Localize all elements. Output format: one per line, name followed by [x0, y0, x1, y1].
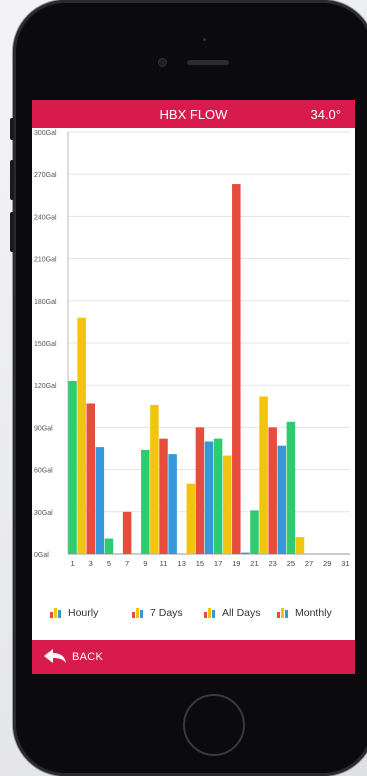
- x-tick-label: 7: [125, 559, 129, 568]
- app-footer: BACK: [32, 640, 355, 674]
- bar-day-11: [159, 438, 168, 554]
- bar-day-10: [150, 404, 159, 554]
- y-tick-label: 30Gal: [34, 510, 53, 517]
- home-button[interactable]: [183, 694, 245, 756]
- legend-label: Hourly: [68, 607, 99, 619]
- sensor-dot: [203, 38, 206, 41]
- bar-day-2: [77, 317, 86, 554]
- chart-legend: Hourly 7 Days All Days Monthly: [32, 607, 355, 623]
- bar-day-3: [86, 403, 95, 554]
- bar-day-4: [95, 447, 105, 554]
- bar-day-21: [250, 510, 259, 554]
- legend-label: Monthly: [295, 607, 332, 619]
- x-tick-label: 31: [341, 559, 349, 568]
- x-tick-label: 17: [214, 559, 222, 568]
- x-tick-label: 15: [196, 559, 204, 568]
- y-tick-label: 120Gal: [34, 383, 57, 390]
- bar-day-25: [286, 421, 296, 554]
- y-tick-label: 270Gal: [34, 172, 57, 179]
- x-tick-label: 1: [70, 559, 74, 568]
- bar-day-5: [104, 538, 114, 554]
- y-tick-label: 0Gal: [34, 552, 49, 559]
- volume-down-button: [10, 212, 14, 252]
- bar-day-18: [222, 455, 232, 554]
- x-tick-label: 11: [160, 559, 168, 568]
- bar-chart-icon: [132, 608, 146, 618]
- x-tick-label: 21: [250, 559, 258, 568]
- legend-label: 7 Days: [150, 607, 183, 619]
- bar-day-12: [168, 454, 177, 554]
- y-tick-label: 180Gal: [34, 299, 57, 306]
- legend-7-days[interactable]: 7 Days: [132, 607, 183, 619]
- x-tick-label: 13: [178, 559, 186, 568]
- y-tick-label: 210Gal: [34, 257, 57, 264]
- legend-label: All Days: [222, 607, 261, 619]
- bar-day-22: [259, 396, 268, 554]
- back-button[interactable]: BACK: [42, 647, 103, 667]
- x-tick-label: 23: [269, 559, 277, 568]
- flow-bar-chart: 0Gal 30Gal 60Gal 90Gal 120Gal 150Gal 180Gal 210…: [34, 130, 350, 568]
- bar-chart-icon: [50, 608, 64, 618]
- bar-day-17: [213, 438, 223, 554]
- bar-day-14: [186, 483, 196, 554]
- y-tick-label: 300Gal: [34, 130, 57, 137]
- x-tick-label: 19: [232, 559, 240, 568]
- x-tick-label: 25: [287, 559, 295, 568]
- legend-monthly[interactable]: Monthly: [277, 607, 332, 619]
- bar-day-15: [195, 427, 205, 554]
- bar-day-9: [141, 449, 150, 554]
- y-tick-label: 60Gal: [34, 468, 53, 475]
- page-title: HBX FLOW: [159, 107, 228, 122]
- bar-day-20: [241, 552, 250, 554]
- earpiece-speaker: [187, 60, 229, 65]
- bar-day-16: [204, 441, 214, 554]
- app-header: HBX FLOW 34.0°: [32, 100, 355, 128]
- temperature-readout: 34.0°: [310, 107, 341, 122]
- bar-day-26: [295, 537, 305, 554]
- x-tick-label: 3: [89, 559, 93, 568]
- bar-chart-icon: [204, 608, 218, 618]
- app-screen: HBX FLOW 34.0° 0Gal 30Gal 60Gal 90Gal 120Gal…: [32, 100, 355, 674]
- y-tick-label: 240Gal: [34, 214, 57, 221]
- x-tick-label: 5: [107, 559, 111, 568]
- bar-chart-icon: [277, 608, 291, 618]
- back-label: BACK: [72, 651, 104, 663]
- legend-all-days[interactable]: All Days: [204, 607, 261, 619]
- volume-up-button: [10, 160, 14, 200]
- mute-switch: [10, 118, 14, 140]
- bar-day-24: [277, 445, 287, 554]
- x-tick-label: 27: [305, 559, 313, 568]
- y-tick-label: 90Gal: [34, 425, 53, 432]
- bar-day-1: [68, 380, 77, 554]
- x-tick-label: 29: [323, 559, 331, 568]
- front-camera: [158, 58, 167, 67]
- bar-day-23: [268, 427, 277, 554]
- legend-hourly[interactable]: Hourly: [50, 607, 98, 619]
- bar-day-7: [122, 511, 132, 554]
- x-tick-label: 9: [143, 559, 147, 568]
- bar-day-19: [232, 184, 241, 554]
- y-tick-label: 150Gal: [34, 341, 57, 348]
- back-arrow-icon: [44, 649, 66, 663]
